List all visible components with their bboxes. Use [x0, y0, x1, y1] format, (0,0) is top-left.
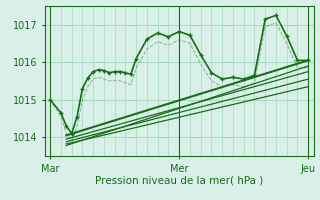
X-axis label: Pression niveau de la mer( hPa ): Pression niveau de la mer( hPa ): [95, 175, 263, 185]
